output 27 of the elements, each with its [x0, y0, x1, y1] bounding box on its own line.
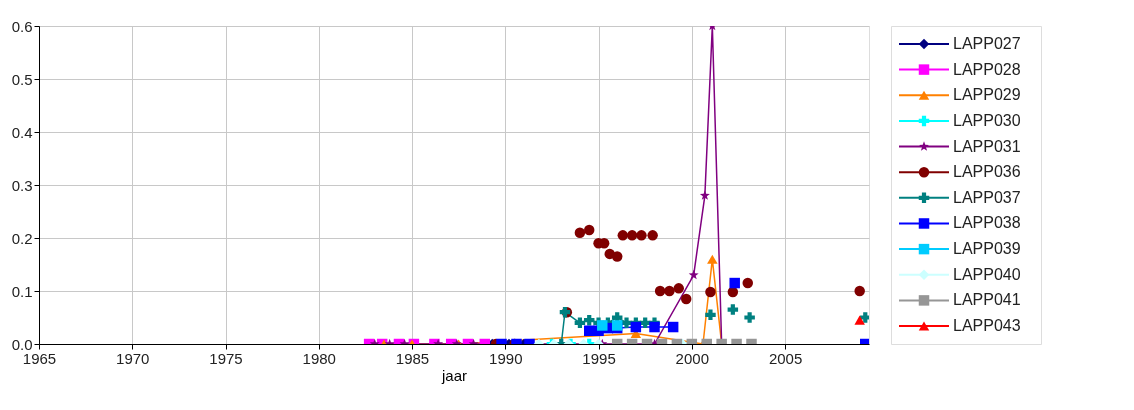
legend-label: LAPP036: [953, 163, 1021, 181]
y-tick-label: 0.6: [11, 17, 33, 35]
y-tick-label: 0.3: [11, 176, 33, 194]
x-tick-label: 1985: [395, 349, 430, 367]
y-tick-label: 0.1: [11, 282, 33, 300]
x-tick-label: 2005: [768, 349, 803, 367]
x-axis-title: jaar: [440, 366, 468, 384]
legend-label: LAPP043: [953, 317, 1021, 335]
y-tick-label: 0.4: [11, 123, 33, 141]
legend-label: LAPP028: [953, 60, 1021, 78]
y-tick-label: 0.5: [11, 70, 33, 88]
x-tick-label: 1970: [116, 349, 150, 367]
x-tick-label: 1990: [489, 349, 523, 367]
x-tick-label: 1975: [209, 349, 243, 367]
y-tick-label: 0.2: [11, 229, 33, 247]
legend-label: LAPP031: [953, 137, 1021, 155]
x-tick-label: 2000: [675, 349, 709, 367]
x-tick-label: 1980: [302, 349, 336, 367]
legend-label: LAPP038: [953, 214, 1021, 232]
legend-label: LAPP027: [953, 34, 1021, 52]
x-tick-label: 1995: [582, 349, 616, 367]
legend-label: LAPP030: [953, 111, 1021, 129]
legend-label: LAPP037: [953, 188, 1021, 206]
legend-label: LAPP041: [953, 291, 1021, 309]
legend-label: LAPP029: [953, 86, 1021, 104]
legend-label: LAPP039: [953, 240, 1021, 258]
legend-label: LAPP040: [953, 265, 1021, 283]
